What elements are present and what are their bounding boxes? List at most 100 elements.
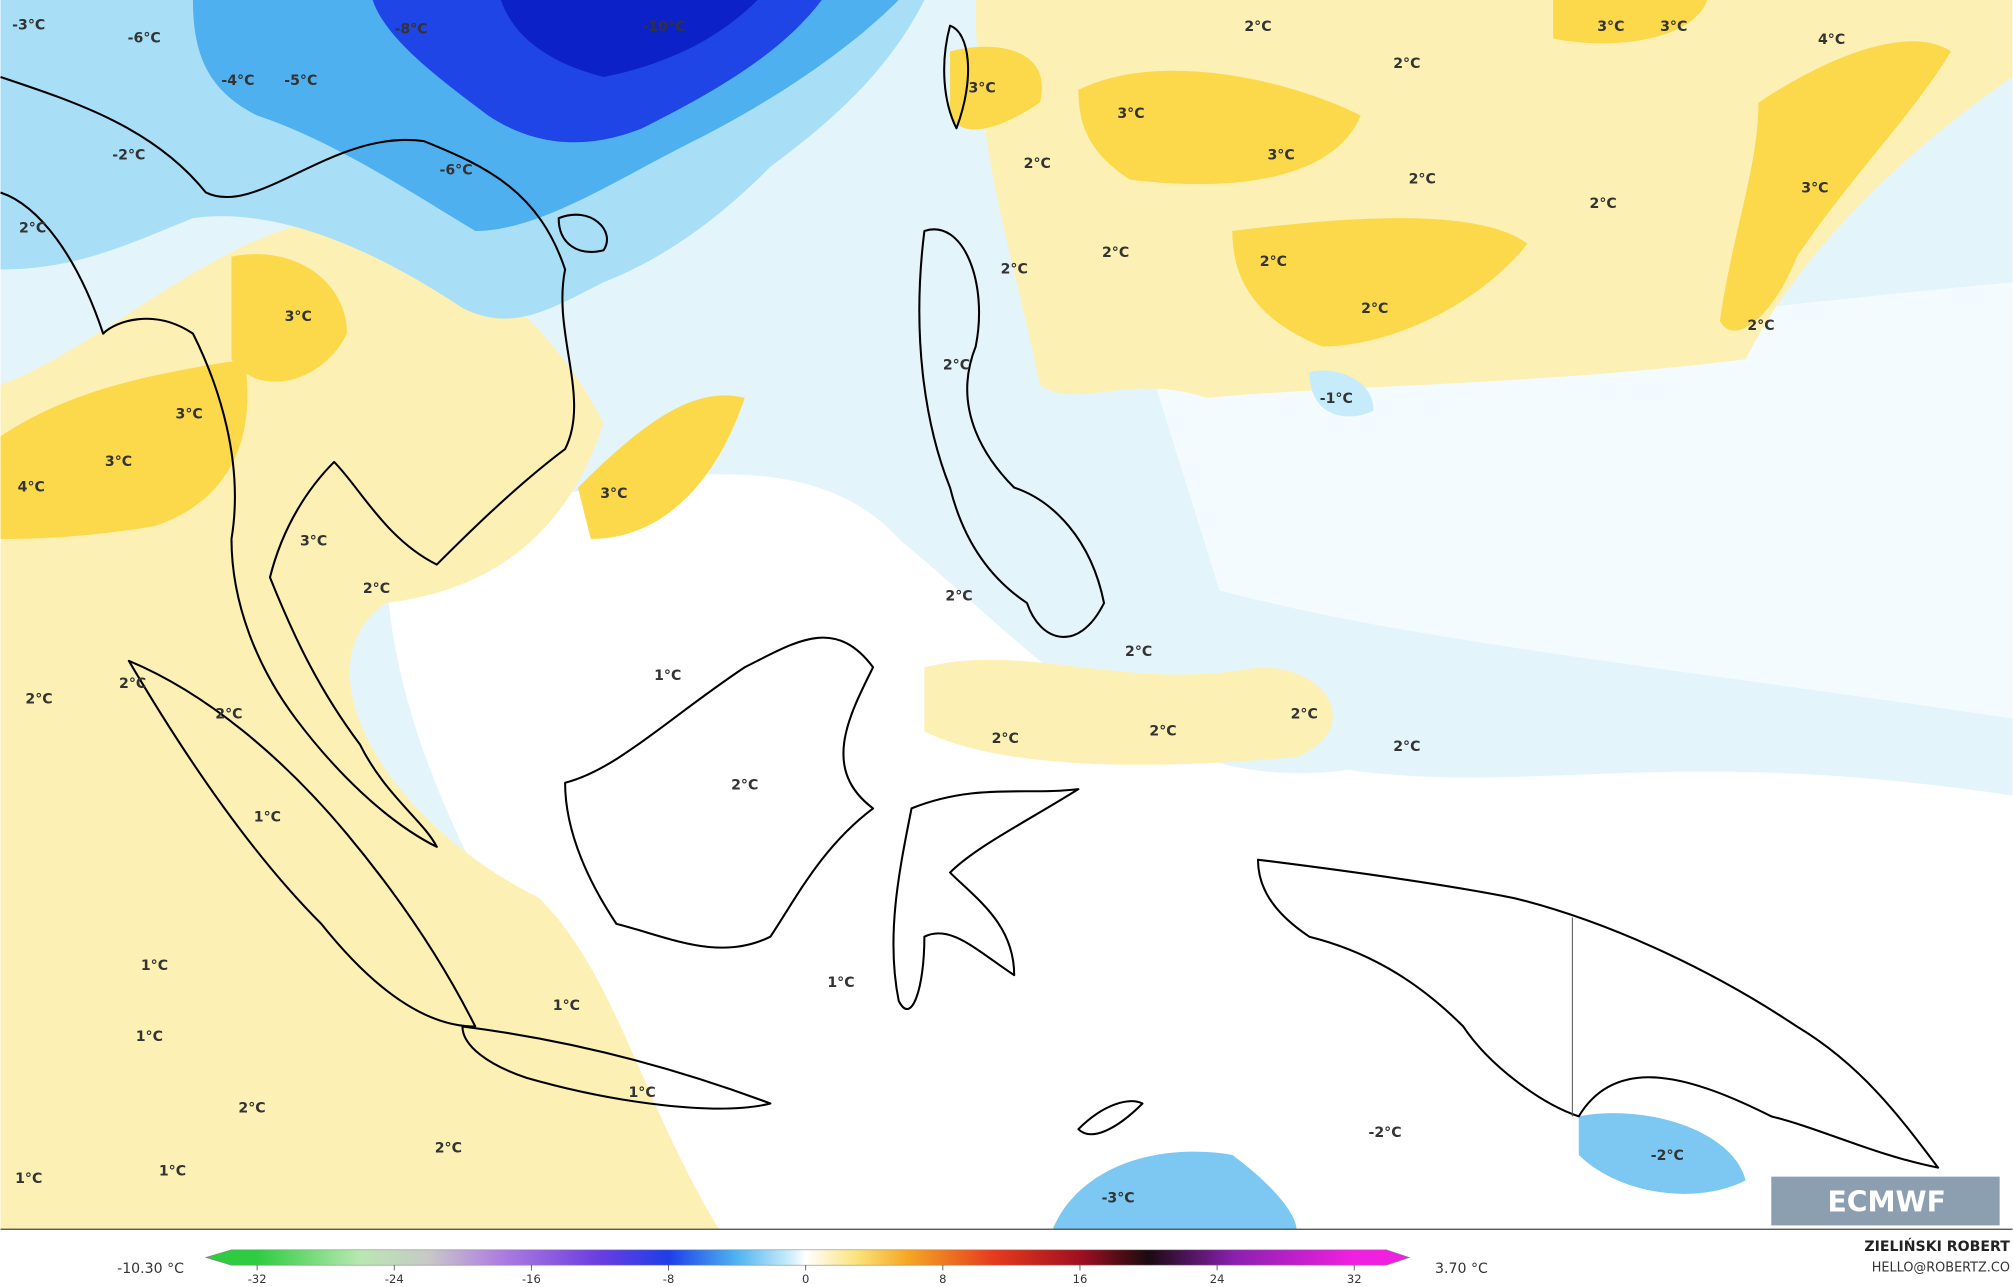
temperature-label: 2°C (945, 589, 972, 605)
temperature-label: 1°C (141, 958, 168, 974)
colorbar-tick-label: 32 (1347, 1272, 1362, 1286)
colorbar-tick-label: -8 (663, 1272, 675, 1286)
temperature-label: 3°C (1597, 19, 1624, 35)
field-cold (1578, 1113, 1746, 1194)
field (0, 0, 2013, 1230)
temperature-label: -1°C (1320, 391, 1353, 407)
temperature-label: 4°C (1818, 32, 1845, 48)
temperature-label: -2°C (112, 147, 145, 163)
field-cold (1052, 1151, 1297, 1230)
author: ZIELIŃSKI ROBERT (1864, 1237, 2010, 1255)
temperature-label: 1°C (628, 1085, 655, 1101)
temperature-label: 3°C (1801, 181, 1828, 197)
field-white (385, 474, 2013, 1230)
field-yellow-strong (1719, 41, 1951, 331)
temperature-label: -3°C (12, 18, 45, 34)
temperature-label: 3°C (285, 309, 312, 325)
temperature-label: 3°C (1267, 147, 1294, 163)
field-white (1155, 282, 2013, 719)
temperature-label: 1°C (827, 975, 854, 991)
temperature-label: 2°C (119, 676, 146, 692)
coast-sulawesi (892, 788, 1080, 1010)
temperature-label: 1°C (553, 998, 580, 1014)
legend-min: -10.30 °C (117, 1261, 184, 1277)
field-yellow-strong (1078, 70, 1361, 185)
coast-timor (1077, 1100, 1144, 1136)
temperature-label: 2°C (1747, 318, 1774, 334)
temperature-label: 3°C (176, 406, 203, 422)
temperature-label: 2°C (363, 581, 390, 597)
colorbar-tick-label: 16 (1073, 1272, 1088, 1286)
logo-box (1771, 1176, 2000, 1226)
temperature-label: 2°C (1102, 245, 1129, 261)
temperature-label: 2°C (1260, 254, 1287, 270)
colorbar-tick-label: -32 (248, 1272, 267, 1286)
temperature-label: 1°C (136, 1029, 163, 1045)
temperature-label: -2°C (1368, 1125, 1401, 1141)
field-yellow-strong (1232, 218, 1528, 347)
field-cold-strong (500, 0, 758, 77)
colorbar-tick-label: -16 (522, 1272, 541, 1286)
coast-hainan (557, 213, 608, 253)
temperature-label: 2°C (1590, 196, 1617, 212)
temperature-label: 2°C (1291, 707, 1318, 723)
field-yellow-strong (950, 46, 1042, 130)
temperature-label: -4°C (221, 73, 254, 89)
coast-sumatra (127, 659, 477, 1028)
temperature-label: 2°C (943, 358, 970, 374)
coast-philippines (918, 228, 1106, 638)
temperature-label: 2°C (238, 1101, 265, 1117)
temperature-label: 2°C (1393, 56, 1420, 72)
temperature-label: 2°C (1393, 739, 1420, 755)
temperature-label: 2°C (435, 1140, 462, 1156)
colorbar (204, 1249, 1411, 1266)
temperature-label: -6°C (439, 163, 472, 179)
temperature-label: 2°C (1149, 723, 1176, 739)
temperature-label: 1°C (654, 668, 681, 684)
temperature-label: -5°C (284, 73, 317, 89)
temperature-label: 1°C (159, 1164, 186, 1180)
colorbar-tick-label: 24 (1210, 1272, 1225, 1286)
temperature-label: 2°C (1409, 172, 1436, 188)
colorbar-tick-label: 8 (939, 1272, 946, 1286)
temperature-label: 3°C (969, 81, 996, 97)
temperature-label: 4°C (18, 480, 45, 496)
colorbar-tick-label: -24 (385, 1272, 404, 1286)
coastlines (0, 24, 1940, 1169)
field-yellow-strong (231, 254, 347, 382)
coast-java (461, 1025, 772, 1110)
logo-text: ECMWF (1827, 1186, 1945, 1219)
coast-taiwan (943, 24, 970, 130)
field-cold (1309, 370, 1374, 417)
field-yellow (924, 659, 1333, 765)
coast-new-guinea (1256, 858, 1940, 1169)
temperature-label: 1°C (15, 1171, 42, 1187)
temperature-label: -8°C (395, 22, 428, 38)
temperature-label: 3°C (300, 533, 327, 549)
temperature-label: 3°C (600, 486, 627, 502)
contact: HELLO@ROBERTZ.CO (1872, 1260, 2010, 1275)
temperature-label: 2°C (1001, 261, 1028, 277)
temperature-label: 2°C (19, 220, 46, 236)
temperature-label: 1°C (254, 809, 281, 825)
temperature-label: 2°C (731, 777, 758, 793)
coast-borneo (564, 636, 875, 949)
temperature-label: 2°C (1024, 156, 1051, 172)
temperature-label: 2°C (992, 731, 1019, 747)
temperature-label: 3°C (105, 454, 132, 470)
field-yellow-strong (1553, 0, 1708, 44)
temperature-label: 2°C (25, 691, 52, 707)
temperature-label: 2°C (215, 707, 242, 723)
temperature-label: -10°C (642, 19, 685, 35)
temperature-label: 2°C (1125, 644, 1152, 660)
field-yellow-strong (0, 359, 248, 539)
temperature-label: 2°C (1244, 19, 1271, 35)
temperature-label: 2°C (1361, 301, 1388, 317)
temperature-label: -3°C (1102, 1190, 1135, 1206)
legend-max: 3.70 °C (1435, 1261, 1488, 1277)
temperature-label: 3°C (1660, 19, 1687, 35)
colorbar-ticks: -32 -24 -16 -8 0 8 16 24 32 (248, 1265, 1362, 1286)
